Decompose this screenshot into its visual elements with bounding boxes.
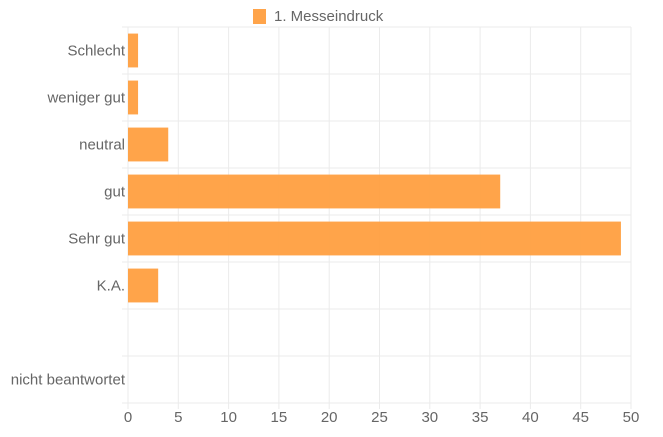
category-label: weniger gut (46, 90, 125, 107)
x-tick-label: 30 (421, 409, 438, 426)
category-label: K.A. (97, 278, 125, 295)
legend-label: 1. Messeindruck (274, 7, 384, 25)
category-label: nicht beantwortet (11, 372, 126, 389)
x-tick-label: 50 (623, 409, 640, 426)
grid-lines (122, 26, 632, 409)
bar[interactable] (128, 268, 159, 303)
x-axis-ticks: 0 5 10 15 20 25 30 35 40 45 50 (124, 409, 640, 426)
legend-swatch (253, 8, 266, 24)
x-tick-label: 25 (371, 409, 388, 426)
bar[interactable] (128, 127, 169, 162)
category-label: neutral (79, 137, 125, 154)
x-tick-label: 35 (472, 409, 489, 426)
category-label: Schlecht (67, 43, 125, 60)
category-label: gut (104, 184, 126, 201)
x-tick-label: 40 (522, 409, 539, 426)
bars (128, 33, 621, 303)
x-tick-label: 15 (271, 409, 288, 426)
x-tick-label: 45 (572, 409, 589, 426)
category-labels: Schlecht weniger gut neutral gut Sehr gut K.A… (11, 43, 126, 389)
bar[interactable] (128, 174, 501, 209)
x-tick-label: 20 (321, 409, 338, 426)
x-tick-label: 5 (174, 409, 182, 426)
category-label: Sehr gut (68, 231, 126, 248)
bar[interactable] (128, 80, 139, 115)
bar[interactable] (128, 221, 621, 256)
legend[interactable]: 1. Messeindruck (253, 6, 383, 26)
x-tick-label: 0 (124, 409, 132, 426)
bar[interactable] (128, 33, 139, 68)
x-tick-label: 10 (220, 409, 237, 426)
